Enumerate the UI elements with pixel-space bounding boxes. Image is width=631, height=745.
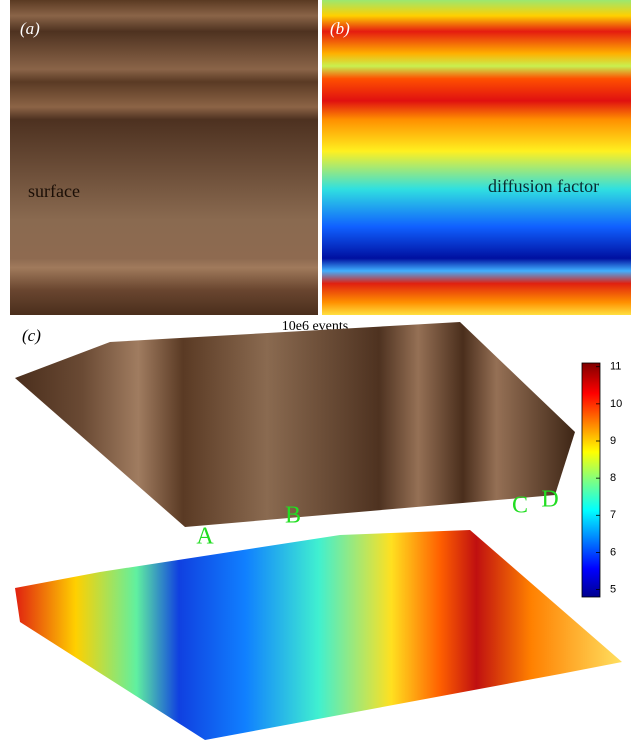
diffusion-3d bbox=[15, 530, 622, 740]
diffusion-image bbox=[322, 0, 631, 315]
tick-label: 8 bbox=[610, 472, 616, 484]
panel-text: diffusion factor bbox=[488, 176, 599, 196]
tick-label: 11 bbox=[610, 361, 621, 373]
point-label: D bbox=[541, 487, 558, 513]
surface-3d bbox=[15, 322, 575, 527]
panel-label: (a) bbox=[20, 19, 40, 38]
panel-label: (b) bbox=[330, 19, 350, 38]
surface-image bbox=[10, 0, 318, 315]
tick-label: 9 bbox=[610, 435, 616, 447]
tick-label: 5 bbox=[610, 583, 616, 595]
point-label: C bbox=[512, 493, 528, 519]
panel-text: surface bbox=[28, 181, 80, 201]
tick-label: 6 bbox=[610, 546, 616, 558]
tick-label: 10 bbox=[610, 398, 622, 410]
tick-label: 7 bbox=[610, 509, 616, 521]
panel-label: (c) bbox=[22, 326, 41, 345]
figure: (a) surface (b) diffusion factor (c) 10e… bbox=[0, 0, 631, 740]
colorbar bbox=[582, 363, 600, 597]
point-label: B bbox=[285, 503, 301, 529]
point-label: A bbox=[196, 524, 214, 550]
